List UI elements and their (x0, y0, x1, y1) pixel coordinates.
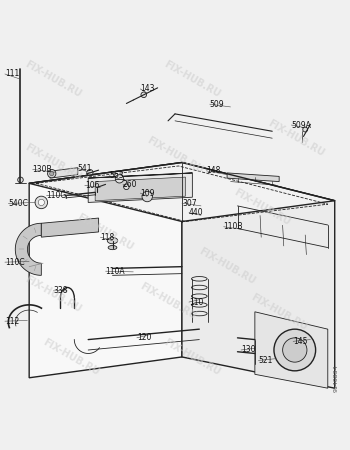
Circle shape (303, 127, 308, 132)
Polygon shape (88, 173, 192, 178)
Circle shape (50, 171, 54, 176)
Text: FIX-HUB.RU: FIX-HUB.RU (145, 135, 205, 176)
Circle shape (283, 338, 307, 362)
Ellipse shape (107, 238, 118, 244)
Text: FIX-HUB.RU: FIX-HUB.RU (162, 59, 222, 99)
Circle shape (124, 184, 129, 189)
Text: FIX-HUB.RU: FIX-HUB.RU (162, 337, 222, 377)
Text: 521: 521 (258, 356, 273, 365)
Circle shape (38, 199, 44, 206)
Text: FIX-HUB.RU: FIX-HUB.RU (23, 59, 83, 99)
Text: 9140834: 9140834 (333, 364, 338, 392)
Polygon shape (227, 173, 279, 182)
Text: FIX-HUB.RU: FIX-HUB.RU (249, 292, 309, 332)
Text: 112: 112 (5, 317, 19, 326)
Circle shape (142, 191, 153, 202)
Text: 109: 109 (140, 189, 155, 198)
Circle shape (48, 170, 56, 178)
Text: 120: 120 (137, 333, 151, 342)
Text: 110: 110 (189, 297, 203, 306)
Text: 509: 509 (210, 99, 224, 108)
Polygon shape (41, 218, 99, 237)
Text: 145: 145 (293, 337, 308, 346)
Text: 130B: 130B (33, 165, 52, 174)
Text: FIX-HUB.RU: FIX-HUB.RU (23, 142, 83, 183)
Circle shape (87, 170, 93, 176)
Text: 307: 307 (182, 198, 197, 207)
Text: 440: 440 (189, 208, 203, 217)
Polygon shape (15, 223, 41, 275)
Text: 110C: 110C (5, 258, 24, 267)
Text: FIX-HUB.RU: FIX-HUB.RU (41, 337, 101, 377)
Circle shape (18, 177, 23, 183)
Text: 111: 111 (5, 69, 19, 78)
Polygon shape (50, 168, 78, 178)
Text: 106: 106 (85, 181, 99, 190)
Polygon shape (255, 312, 328, 388)
Text: 110A: 110A (106, 267, 125, 276)
Polygon shape (29, 162, 182, 378)
Text: FIX-HUB.RU: FIX-HUB.RU (232, 188, 292, 228)
Text: 541: 541 (78, 164, 92, 173)
Text: FIX-HUB.RU: FIX-HUB.RU (23, 274, 83, 315)
Text: 110B: 110B (224, 222, 243, 231)
Text: 338: 338 (54, 286, 68, 295)
Text: 260: 260 (123, 180, 138, 189)
Text: 540C: 540C (8, 199, 28, 208)
Text: FIX-HUB.RU: FIX-HUB.RU (138, 281, 198, 322)
Text: FIX-HUB.RU: FIX-HUB.RU (197, 247, 257, 287)
Text: 130: 130 (241, 346, 256, 355)
Circle shape (35, 196, 48, 209)
Text: 563: 563 (109, 171, 124, 180)
Text: FIX-HUB.RU: FIX-HUB.RU (76, 212, 135, 252)
Polygon shape (88, 173, 192, 202)
Circle shape (141, 92, 147, 98)
Text: 148: 148 (206, 166, 220, 176)
Ellipse shape (108, 246, 117, 250)
Circle shape (274, 329, 316, 371)
Polygon shape (95, 177, 186, 201)
Text: 118: 118 (100, 233, 114, 242)
Text: 110G: 110G (47, 191, 67, 200)
Polygon shape (182, 162, 335, 388)
Text: 143: 143 (140, 85, 155, 94)
Circle shape (115, 175, 124, 183)
Polygon shape (29, 162, 335, 221)
Text: FIX-HUB.RU: FIX-HUB.RU (267, 118, 327, 158)
Text: 509A: 509A (291, 121, 311, 130)
